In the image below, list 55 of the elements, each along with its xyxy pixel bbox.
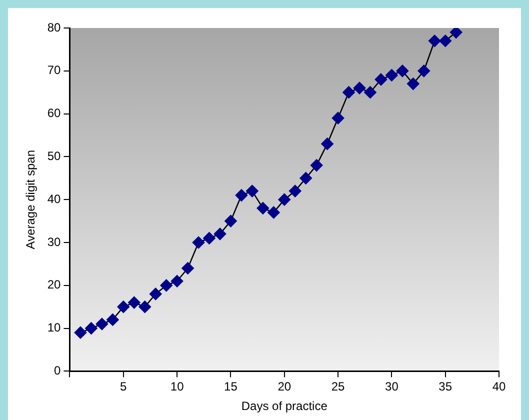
point bbox=[96, 318, 108, 330]
point bbox=[428, 34, 441, 48]
point bbox=[192, 236, 205, 249]
y-axis-title: Average digit span bbox=[24, 150, 38, 250]
point bbox=[407, 78, 420, 90]
point bbox=[439, 34, 452, 48]
y-tick-label: 70 bbox=[47, 63, 62, 78]
y-tick-label: 20 bbox=[47, 278, 62, 292]
point bbox=[160, 279, 172, 292]
point bbox=[246, 184, 258, 198]
point bbox=[300, 172, 312, 184]
point bbox=[418, 64, 430, 78]
x-tick-label: 30 bbox=[385, 380, 399, 394]
point bbox=[364, 86, 376, 98]
point bbox=[353, 82, 366, 94]
point bbox=[117, 300, 130, 313]
point bbox=[332, 112, 344, 124]
y-tick-label: 50 bbox=[47, 149, 62, 164]
point bbox=[149, 288, 162, 300]
x-tick-label: 40 bbox=[492, 380, 506, 394]
point bbox=[278, 193, 291, 206]
y-tick-label: 0 bbox=[54, 364, 62, 378]
x-tick-label: 35 bbox=[438, 380, 452, 394]
x-tick-label: 5 bbox=[120, 380, 128, 394]
point bbox=[310, 159, 323, 172]
x-tick-label: 25 bbox=[331, 380, 346, 394]
point bbox=[224, 214, 237, 228]
point bbox=[386, 69, 398, 82]
point bbox=[288, 184, 302, 198]
point bbox=[85, 322, 98, 334]
y-tick-label: 80 bbox=[47, 20, 62, 34]
point bbox=[321, 138, 334, 150]
point bbox=[106, 314, 119, 326]
point bbox=[342, 86, 355, 98]
point bbox=[128, 296, 140, 309]
point bbox=[374, 73, 388, 86]
point bbox=[74, 326, 87, 339]
point bbox=[170, 274, 184, 288]
y-tick-label: 30 bbox=[47, 234, 62, 249]
y-tick-label: 10 bbox=[47, 320, 62, 335]
point bbox=[182, 262, 194, 274]
x-tick-label: 20 bbox=[278, 380, 292, 394]
point bbox=[235, 189, 248, 202]
point bbox=[396, 64, 409, 78]
x-tick-label: 10 bbox=[170, 380, 184, 394]
point bbox=[214, 228, 226, 240]
point bbox=[203, 232, 216, 244]
x-axis-title: Days of practice bbox=[241, 399, 328, 414]
y-tick-label: 60 bbox=[47, 106, 62, 120]
point bbox=[450, 28, 462, 38]
point bbox=[267, 206, 280, 219]
x-tick-label: 15 bbox=[224, 380, 238, 394]
point bbox=[138, 300, 152, 313]
point bbox=[256, 202, 270, 214]
y-tick-label: 40 bbox=[47, 192, 62, 206]
